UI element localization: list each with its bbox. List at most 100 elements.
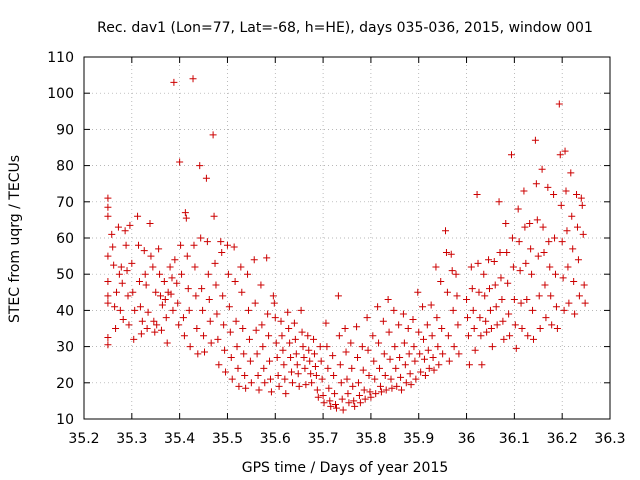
data-point [246,357,254,365]
data-point [277,317,285,325]
data-point [203,238,211,246]
data-point [183,252,191,260]
data-point [465,361,473,369]
data-point [156,270,164,278]
data-point [541,281,549,289]
data-point [308,379,316,387]
data-point [348,364,356,372]
data-point [397,373,405,381]
data-point [301,364,309,372]
axes: 35.2 35.3 35.4 35.5 35.6 35.7 35.8 35.9 36 36.1 36… [47,50,625,447]
data-point [471,346,479,354]
data-point [307,370,315,378]
data-point [239,325,247,332]
data-point [552,303,560,311]
data-point [112,325,120,332]
data-point [448,267,456,275]
data-point [122,241,130,249]
x-tick-label: 35.6 [260,431,291,447]
data-point [425,364,433,372]
data-point [142,281,150,289]
data-point [470,325,478,332]
data-point [366,388,374,396]
data-point [212,281,220,289]
data-point [314,393,322,401]
data-point [226,328,234,336]
data-point [399,310,407,318]
data-point [259,343,267,351]
data-point [556,151,564,159]
data-point [581,299,589,307]
data-point [311,363,319,371]
data-point [143,325,151,332]
data-point [521,223,529,231]
data-point [329,352,337,360]
data-point [302,381,310,389]
data-point [130,335,138,343]
data-point [202,174,210,182]
data-point [223,241,231,249]
data-point [275,382,283,390]
data-point [269,292,277,300]
data-point [345,399,353,407]
data-point [334,292,342,300]
data-point [515,238,523,246]
data-point [514,205,522,213]
data-point [488,343,496,351]
data-point [375,339,383,347]
data-point [181,209,189,217]
data-point [547,292,555,300]
plot-border [83,56,611,420]
data-point [113,288,121,296]
data-point [468,285,476,293]
data-point [433,314,441,322]
data-point [561,147,569,155]
data-point [401,361,409,369]
data-point [480,270,488,278]
x-tick-label: 35.7 [308,431,339,447]
data-point [402,379,410,387]
data-point [387,375,395,383]
data-point [518,325,526,332]
data-point [365,372,373,380]
x-tick-label: 36.2 [547,431,578,447]
data-point [285,325,293,332]
data-point [532,180,540,188]
data-point [294,370,302,378]
data-point [332,404,340,412]
data-point [527,245,535,253]
y-tick-label: 100 [47,86,74,102]
data-point [227,353,235,361]
data-point [498,296,506,304]
data-point [507,151,515,159]
data-point [443,288,451,296]
data-point [135,241,143,249]
data-point [538,165,546,173]
data-point [244,270,252,278]
data-point [469,306,477,314]
data-point [201,348,209,356]
data-point [376,382,384,390]
data-point [577,194,585,202]
data-point [342,348,350,356]
y-tick-label: 50 [56,267,74,283]
data-point [266,375,274,383]
data-point [221,346,229,354]
data-point [545,238,553,246]
data-point [381,372,389,380]
data-point [300,353,308,361]
data-point [568,212,576,220]
data-point [191,263,199,271]
data-point [361,395,369,403]
data-point [196,162,204,170]
data-point [178,270,186,278]
data-point [166,263,174,271]
data-point [264,310,272,318]
data-point [170,78,178,86]
data-point [214,335,222,343]
data-point [509,263,517,271]
data-point [152,288,160,296]
data-point [140,247,148,255]
data-point [238,288,246,296]
data-point [492,303,500,311]
